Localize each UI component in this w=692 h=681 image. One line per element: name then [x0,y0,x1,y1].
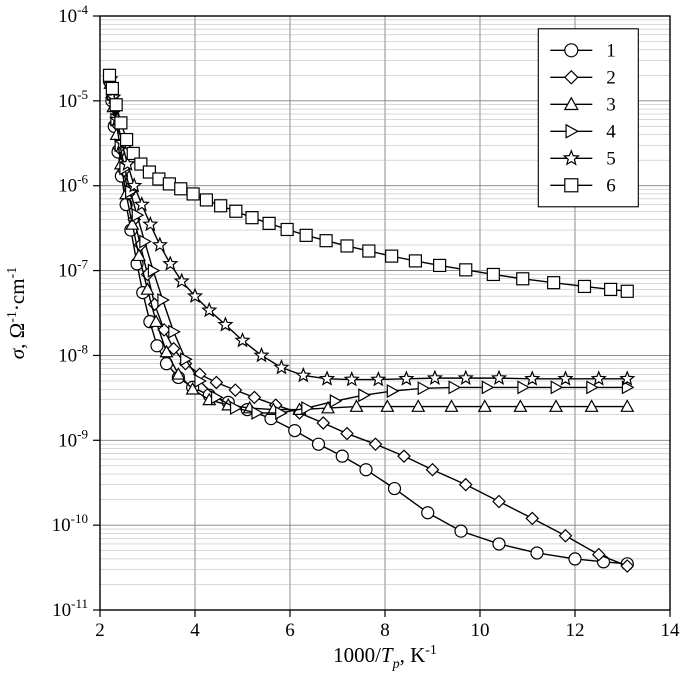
x-tick-label: 8 [380,620,390,641]
x-tick-label: 10 [471,620,490,641]
legend-label: 5 [606,148,616,169]
x-tick-label: 12 [566,620,585,641]
x-tick-label: 6 [285,620,295,641]
legend-label: 3 [606,94,616,115]
x-tick-label: 4 [190,620,200,641]
legend-label: 6 [606,175,616,196]
legend-label: 4 [606,121,616,142]
legend-label: 1 [606,40,616,61]
legend: 1 2 3 4 5 6 [538,29,638,207]
x-tick-label: 14 [661,620,681,641]
conductivity-chart: 246810121410-1110-1010-910-810-710-610-5… [0,0,692,681]
legend-label: 2 [606,67,616,88]
x-tick-label: 2 [95,620,105,641]
